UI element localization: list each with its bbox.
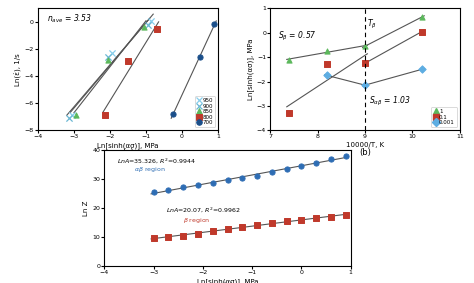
Point bbox=[224, 178, 231, 183]
Point bbox=[169, 112, 177, 116]
Point bbox=[65, 116, 73, 120]
Point bbox=[104, 55, 112, 59]
Point bbox=[238, 225, 246, 229]
Point bbox=[124, 59, 132, 63]
Point bbox=[361, 61, 369, 65]
Text: $T_\beta$: $T_\beta$ bbox=[367, 18, 377, 31]
Point bbox=[164, 235, 172, 239]
Point bbox=[108, 51, 116, 55]
Point bbox=[283, 219, 291, 223]
Point bbox=[418, 67, 426, 72]
Point bbox=[327, 215, 335, 219]
Point bbox=[323, 73, 331, 78]
Point bbox=[323, 62, 331, 67]
Point bbox=[209, 181, 217, 185]
Y-axis label: Ln(ε̇), 1/s: Ln(ε̇), 1/s bbox=[14, 53, 22, 86]
Point bbox=[140, 25, 148, 30]
Point bbox=[224, 227, 231, 231]
X-axis label: 10000/T, K: 10000/T, K bbox=[346, 142, 384, 148]
Point bbox=[72, 113, 80, 117]
Point bbox=[68, 113, 76, 117]
Point bbox=[268, 221, 276, 225]
Point bbox=[418, 29, 426, 34]
Point bbox=[298, 164, 305, 168]
X-axis label: Ln[sinh(ασ)], MPa: Ln[sinh(ασ)], MPa bbox=[197, 278, 258, 283]
Text: $S_{\alpha\beta}$ = 1.03: $S_{\alpha\beta}$ = 1.03 bbox=[369, 95, 410, 108]
Legend: 950, 900, 850, 800, 700: 950, 900, 850, 800, 700 bbox=[195, 96, 215, 127]
Point bbox=[327, 157, 335, 162]
Point bbox=[101, 113, 109, 117]
Point bbox=[361, 44, 369, 48]
X-axis label: Ln[sinh(ασ)], MPa: Ln[sinh(ασ)], MPa bbox=[97, 142, 159, 149]
Point bbox=[210, 22, 218, 26]
Text: $LnA$=20.07, $R^2$=0.9962: $LnA$=20.07, $R^2$=0.9962 bbox=[166, 206, 241, 215]
Point bbox=[147, 19, 155, 23]
Point bbox=[150, 190, 157, 194]
Point bbox=[283, 167, 291, 171]
Y-axis label: Ln[sinh(ασ)], MPa: Ln[sinh(ασ)], MPa bbox=[247, 38, 254, 100]
Point bbox=[153, 27, 161, 32]
Point bbox=[194, 231, 202, 236]
Point bbox=[312, 161, 320, 165]
Point bbox=[144, 23, 152, 28]
Point bbox=[179, 233, 187, 238]
Text: (c): (c) bbox=[222, 282, 233, 283]
Point bbox=[196, 55, 204, 59]
Point bbox=[209, 229, 217, 233]
Point bbox=[194, 183, 202, 187]
Point bbox=[418, 15, 426, 19]
Point bbox=[268, 170, 276, 174]
Point bbox=[312, 216, 320, 220]
Point bbox=[285, 111, 293, 115]
Y-axis label: Ln Z: Ln Z bbox=[83, 200, 90, 216]
Text: (a): (a) bbox=[122, 147, 134, 156]
Text: (b): (b) bbox=[359, 147, 371, 156]
Point bbox=[361, 83, 369, 87]
Point bbox=[342, 213, 350, 218]
Point bbox=[342, 153, 350, 158]
Point bbox=[179, 185, 187, 190]
Point bbox=[285, 57, 293, 62]
Text: $n_{ave}$ = 3.53: $n_{ave}$ = 3.53 bbox=[47, 12, 91, 25]
Text: $S_\beta$ = 0.57: $S_\beta$ = 0.57 bbox=[278, 30, 317, 43]
Point bbox=[238, 176, 246, 180]
Point bbox=[104, 58, 112, 62]
Point bbox=[253, 222, 261, 227]
Point bbox=[298, 217, 305, 222]
Point bbox=[150, 236, 157, 241]
Point bbox=[253, 173, 261, 178]
Legend: 1, 0.1, 0.001: 1, 0.1, 0.001 bbox=[431, 107, 457, 127]
Point bbox=[323, 49, 331, 53]
Point bbox=[164, 187, 172, 192]
Text: $LnA$=35.326, $R^2$=0.9944: $LnA$=35.326, $R^2$=0.9944 bbox=[117, 156, 196, 164]
Text: $\beta$ region: $\beta$ region bbox=[183, 216, 210, 225]
Text: $\alpha\beta$ region: $\alpha\beta$ region bbox=[134, 165, 165, 174]
